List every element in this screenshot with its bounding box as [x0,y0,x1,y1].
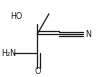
Text: H₂N: H₂N [1,49,16,58]
Text: HO: HO [10,12,22,21]
Text: N: N [85,30,91,39]
Text: O: O [34,67,40,76]
